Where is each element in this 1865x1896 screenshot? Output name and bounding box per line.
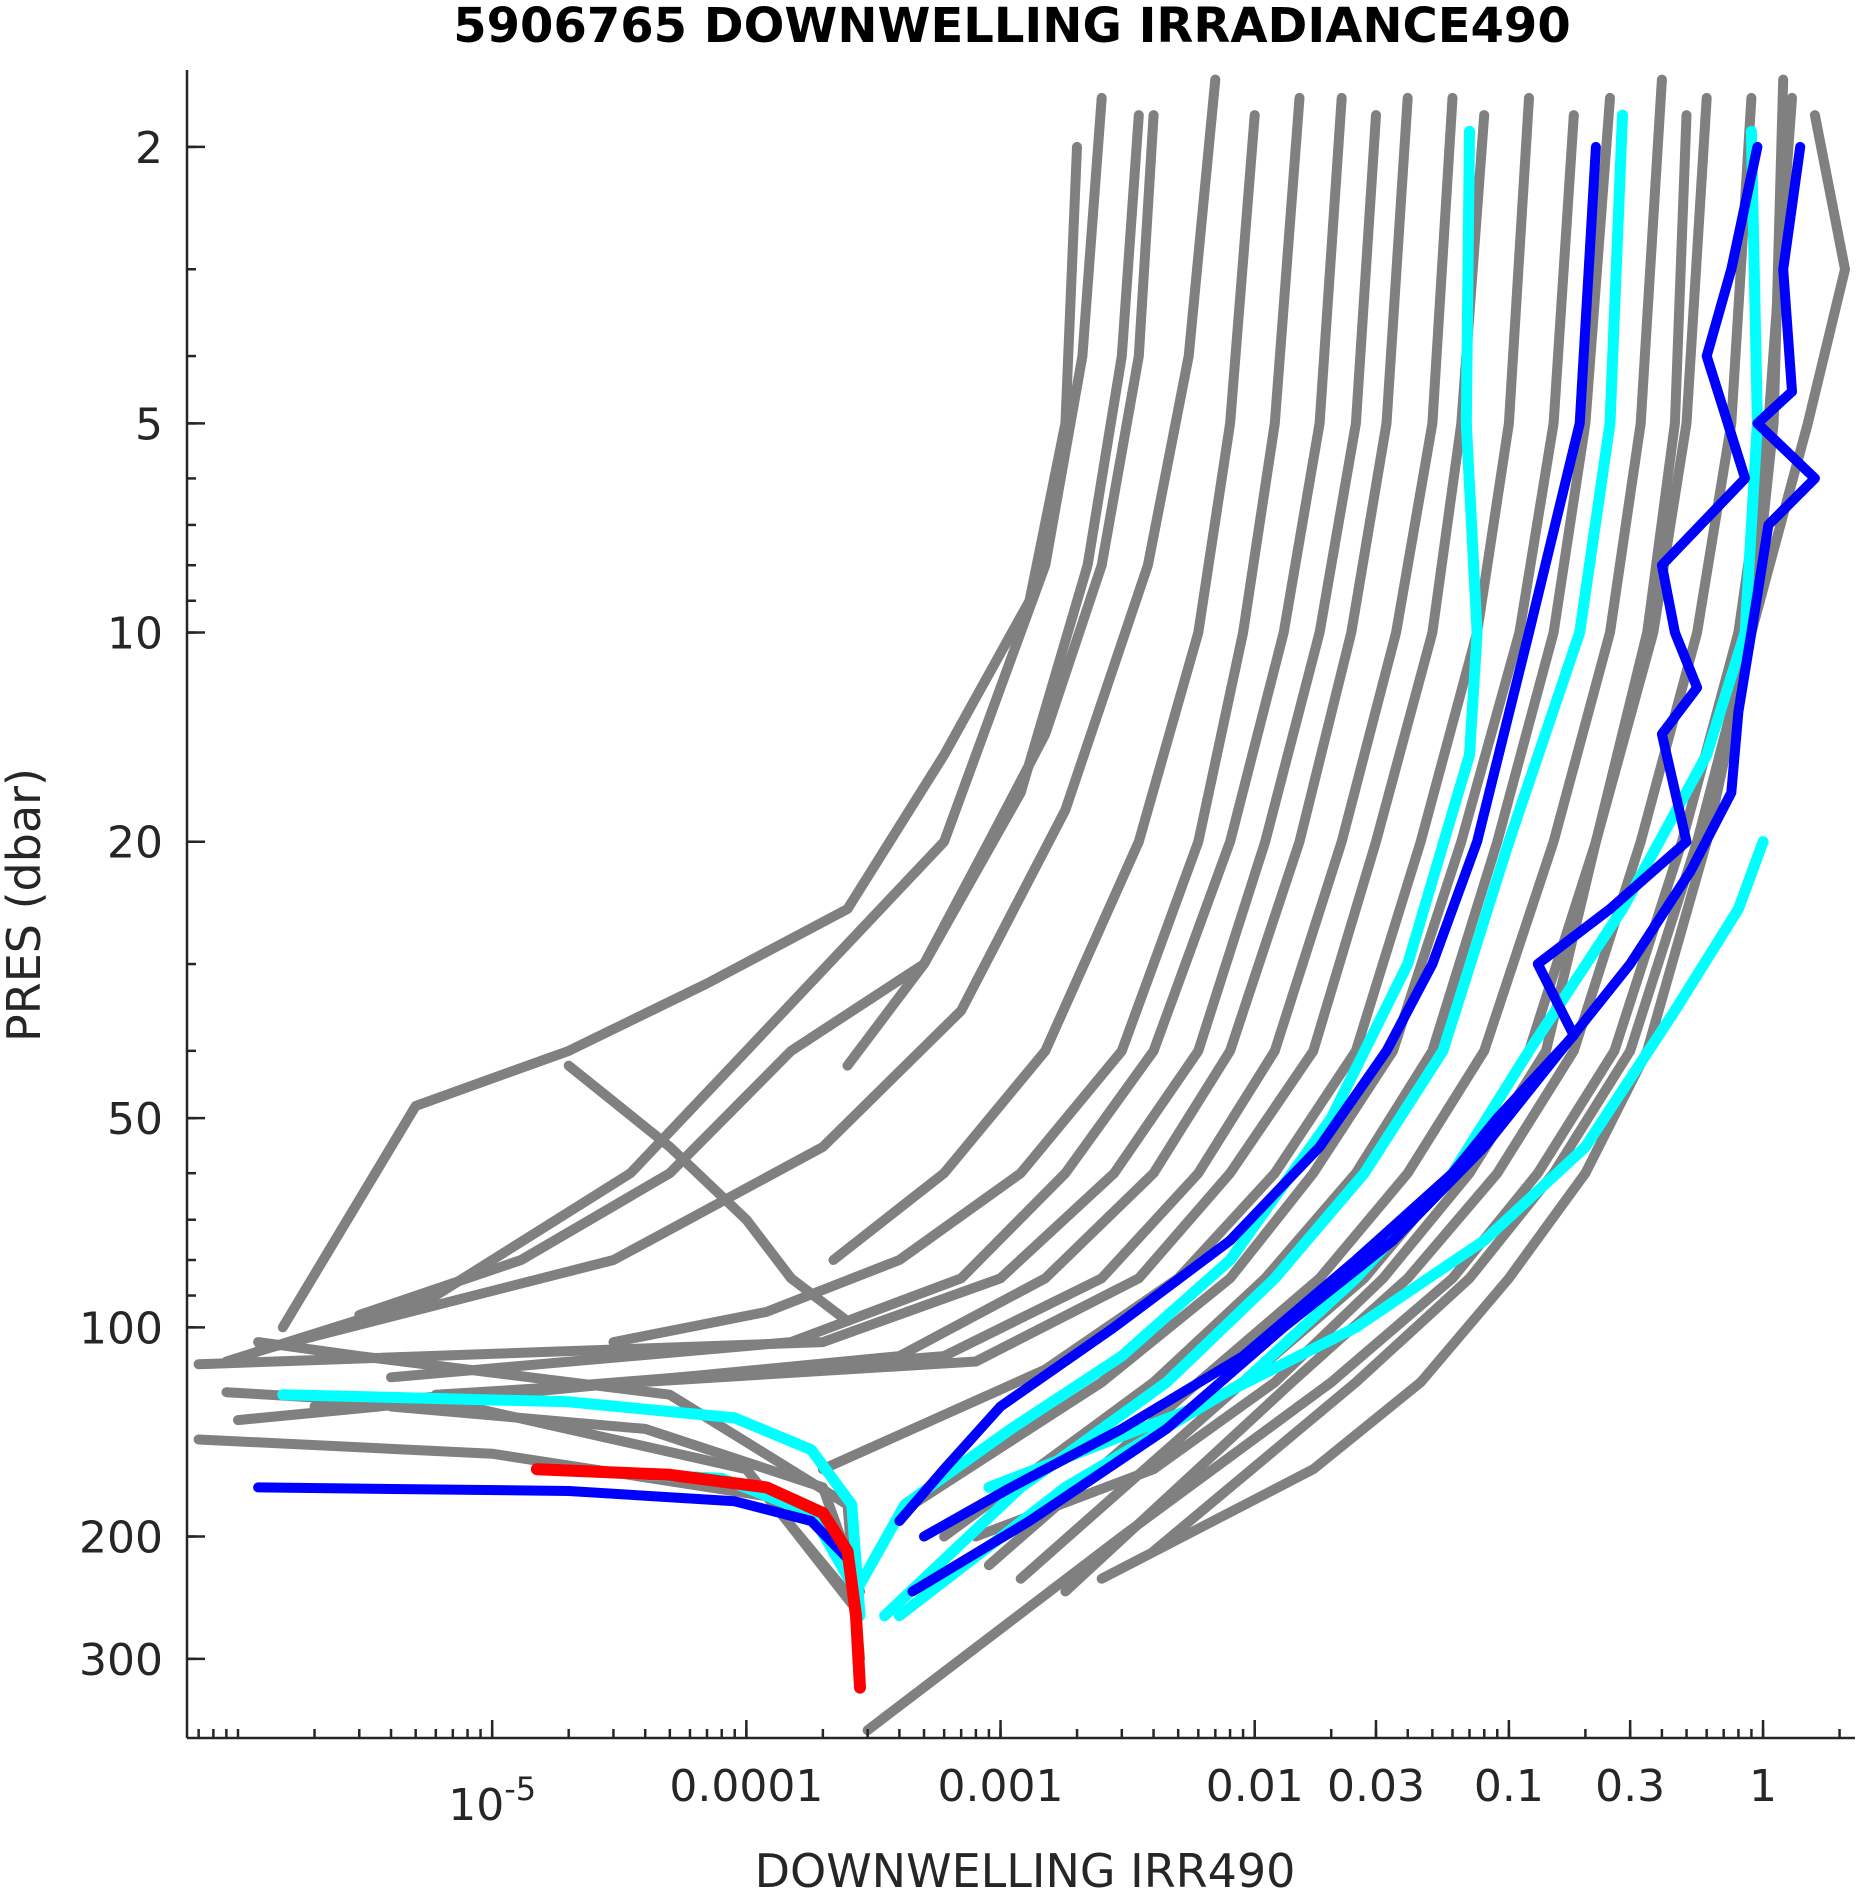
profile-line-red-37 — [530, 1463, 866, 1694]
profile-line-gray-7 — [563, 1060, 853, 1327]
x-tick-label: 1 — [1749, 1761, 1777, 1812]
y-tick-label: 5 — [135, 399, 163, 450]
x-tick-label: 0.3 — [1595, 1761, 1665, 1812]
profile-line-gray-2 — [354, 110, 1144, 1320]
x-tick-label: 10-5 — [448, 1770, 536, 1831]
axes: 2 5 10 20 50 100 200 300 10-5 0.0001 0.001 0.01 0.03… — [79, 70, 1855, 1831]
profile-line-cyan-27 — [850, 125, 1483, 1597]
profile-line-blue-33 — [894, 141, 1601, 1526]
profile-line-gray-21 — [1096, 74, 1789, 1584]
y-tick-label: 10 — [107, 609, 163, 660]
profile-line-gray-3 — [277, 141, 1082, 1333]
x-tick-label: 0.1 — [1474, 1761, 1544, 1812]
profile-line-gray-6 — [842, 110, 1159, 1071]
profile-line-blue-36 — [253, 1482, 865, 1693]
profile-line-gray-10 — [233, 92, 1413, 1426]
profile-line-gray-12 — [430, 110, 1490, 1400]
y-tick-label: 300 — [79, 1635, 163, 1686]
profile-line-gray-5 — [828, 110, 1260, 1265]
profile-line-blue-35 — [907, 141, 1820, 1597]
profile-line-gray-8 — [386, 92, 1347, 1383]
profile-line-gray-1 — [253, 74, 1221, 1356]
profile-line-cyan-28 — [879, 109, 1628, 1622]
y-axis-label: PRES (dbar) — [0, 768, 51, 1042]
profile-line-gray-18 — [1060, 92, 1757, 1597]
x-tick-label: 0.01 — [1206, 1761, 1304, 1812]
chart-title: 5906765 DOWNWELLING IRRADIANCE490 — [453, 0, 1570, 54]
plot-area — [193, 74, 1850, 1736]
profile-line-cyan-31 — [277, 1389, 866, 1622]
y-tick-label: 50 — [107, 1094, 163, 1145]
profile-line-gray-15 — [939, 92, 1615, 1542]
profile-line-gray-16 — [983, 74, 1667, 1571]
x-tick-label: 0.001 — [938, 1761, 1064, 1812]
x-tick-label: 0.03 — [1327, 1761, 1425, 1812]
profile-line-gray-11 — [309, 92, 1458, 1412]
x-axis-label: DOWNWELLING IRR490 — [755, 1844, 1296, 1896]
profile-line-gray-14 — [907, 110, 1579, 1510]
y-tick-label: 2 — [135, 123, 163, 174]
profile-line-cyan-30 — [983, 836, 1769, 1493]
y-tick-label: 20 — [107, 818, 163, 869]
profile-line-gray-20 — [1148, 110, 1850, 1557]
y-tick-label: 200 — [79, 1512, 163, 1563]
x-tick-label: 0.0001 — [669, 1761, 823, 1812]
profile-line-gray-9 — [193, 110, 1381, 1370]
y-tick-label: 100 — [79, 1303, 163, 1354]
